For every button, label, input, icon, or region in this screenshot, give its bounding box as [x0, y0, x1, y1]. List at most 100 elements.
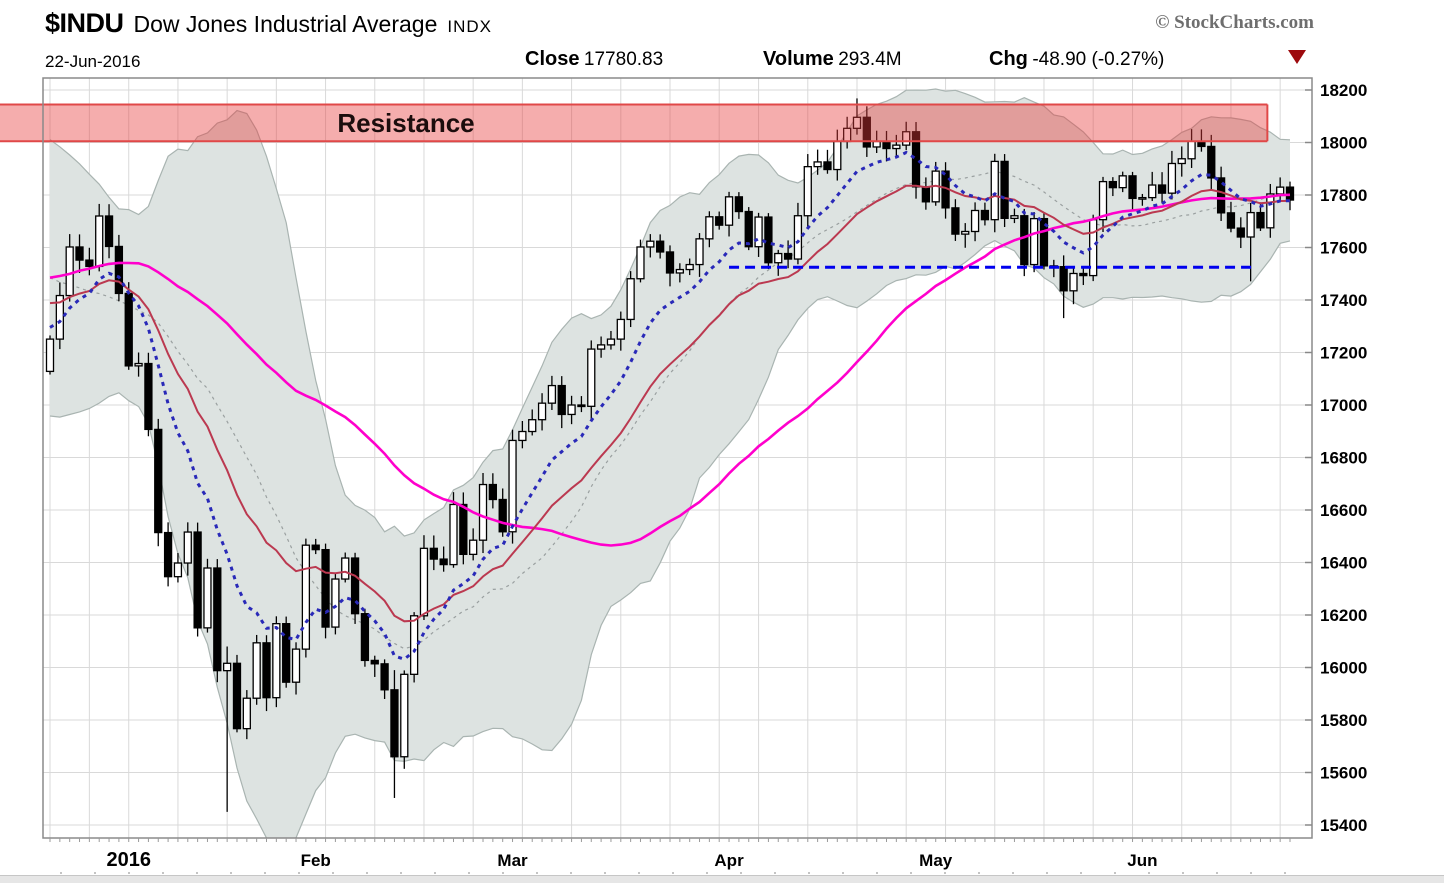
- candle: [665, 245, 675, 287]
- candle: [1128, 171, 1137, 210]
- candle: [439, 546, 448, 572]
- symbol-name: Dow Jones Industrial Average: [133, 11, 438, 37]
- candle: [498, 488, 507, 537]
- candle: [675, 263, 684, 283]
- candle: [803, 154, 812, 228]
- y-axis-label: 16000: [1320, 659, 1367, 678]
- x-axis-month-label: Mar: [497, 851, 528, 870]
- x-axis-month-label: Apr: [714, 851, 744, 870]
- candle: [360, 608, 370, 667]
- candle: [1157, 172, 1167, 204]
- sma50-line: [49, 193, 1291, 547]
- y-axis-label: 15400: [1320, 816, 1367, 835]
- candle: [1148, 171, 1157, 202]
- candle: [892, 134, 901, 158]
- candle: [734, 192, 744, 219]
- candle: [1020, 208, 1029, 277]
- candle: [783, 240, 793, 269]
- candle: [1266, 183, 1275, 238]
- candle: [1108, 177, 1118, 197]
- candle: [154, 418, 163, 547]
- candle: [85, 247, 94, 276]
- candle: [1079, 268, 1088, 286]
- candle: [173, 553, 183, 583]
- y-axis-label: 15800: [1320, 711, 1367, 730]
- candle: [902, 121, 911, 151]
- y-axis-label: 16600: [1320, 501, 1367, 520]
- candle: [75, 234, 84, 273]
- candle: [1039, 212, 1049, 270]
- candle: [488, 473, 498, 509]
- down-arrow-icon: [1288, 50, 1306, 64]
- candle: [370, 655, 379, 677]
- candle: [124, 282, 133, 370]
- candle: [331, 573, 340, 635]
- horizontal-scrollbar[interactable]: [0, 875, 1444, 883]
- resistance-band: Resistance: [0, 103, 1269, 143]
- y-axis-label: 17600: [1320, 239, 1367, 258]
- candle: [528, 409, 537, 436]
- x-axis-month-label: 2016: [106, 849, 151, 871]
- y-axis-label: 18200: [1320, 81, 1367, 100]
- candle: [203, 558, 212, 633]
- bollinger-lower-line: [49, 239, 1291, 838]
- volume-label: Volume: [763, 48, 834, 70]
- candle: [1216, 166, 1226, 221]
- bollinger-band: [49, 88, 1291, 838]
- candle: [144, 352, 153, 437]
- candle: [596, 336, 606, 358]
- candle: [272, 616, 281, 708]
- y-axis-label: 17200: [1320, 344, 1367, 363]
- candle: [1177, 146, 1186, 177]
- change-label: Chg: [989, 48, 1028, 70]
- candle: [715, 211, 724, 230]
- bollinger-upper-line: [49, 88, 1291, 537]
- candle: [557, 376, 566, 429]
- candle: [823, 149, 832, 174]
- candle: [45, 335, 55, 375]
- stockcharts-logo: © StockCharts.com: [1155, 12, 1314, 33]
- symbol-exchange: INDX: [447, 17, 493, 36]
- candle: [754, 212, 763, 257]
- candle: [606, 330, 616, 350]
- volume-value: 293.4M: [838, 49, 902, 70]
- candle: [1059, 255, 1068, 319]
- candle: [547, 375, 557, 410]
- candle: [1118, 171, 1127, 193]
- y-axis: 15400 15600 15800 16000 16200 16400 16600 16800…: [1305, 81, 1367, 835]
- candle: [183, 522, 192, 576]
- candle: [222, 646, 232, 812]
- candle: [724, 191, 734, 237]
- x-axis-month-label: Feb: [301, 851, 331, 870]
- candle: [862, 106, 871, 157]
- candle: [134, 352, 143, 377]
- moving-averages: [49, 150, 1291, 661]
- candle: [380, 659, 389, 699]
- candle: [301, 538, 311, 658]
- x-axis-month-label: May: [919, 851, 953, 870]
- candle: [104, 204, 114, 259]
- candle: [695, 233, 704, 277]
- candle: [341, 552, 350, 583]
- candle: [961, 223, 970, 248]
- candle: [1207, 134, 1216, 191]
- candle: [1029, 212, 1039, 273]
- candle: [587, 340, 596, 419]
- candle: [1226, 201, 1236, 233]
- x-axis: 2016 Feb Mar Apr May Jun: [49, 838, 1291, 874]
- candle: [193, 522, 202, 637]
- candle: [350, 552, 360, 624]
- candle: [419, 535, 429, 620]
- candle: [774, 249, 783, 276]
- y-axis-label: 16800: [1320, 449, 1367, 468]
- quote-date: 22-Jun-2016: [45, 52, 141, 71]
- candle: [409, 612, 419, 683]
- candle: [685, 258, 694, 276]
- y-axis-label: 17800: [1320, 186, 1367, 205]
- candle: [242, 690, 251, 740]
- candle: [55, 282, 64, 350]
- candle: [262, 635, 271, 712]
- candle: [429, 535, 438, 571]
